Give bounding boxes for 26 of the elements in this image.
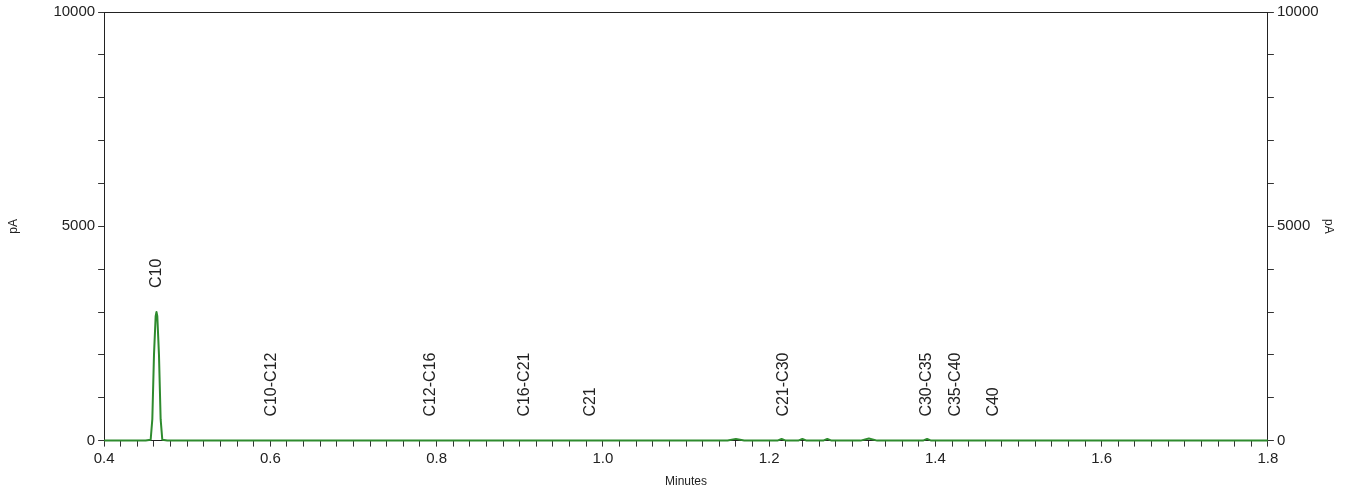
x-tick-label: 1.6	[1091, 448, 1113, 466]
y-axis-title: pA	[5, 218, 20, 234]
x-tick-label: 0.4	[93, 448, 115, 466]
annotation: C21	[580, 387, 598, 417]
y2-tick-label: 0	[1276, 430, 1286, 448]
annotation: C12-C16	[421, 352, 439, 417]
annotation: C10	[146, 258, 164, 289]
x-tick-label: 1.0	[592, 448, 614, 466]
annotation: C30-C35	[916, 352, 934, 417]
annotation: C21-C30	[774, 352, 792, 417]
annotation: C35-C40	[945, 352, 963, 417]
y2-tick-label: 10000	[1276, 2, 1319, 20]
y2-tick-label: 5000	[1276, 216, 1311, 234]
y-tick-label: 5000	[61, 216, 96, 234]
x-tick-label: 1.2	[758, 448, 780, 466]
x-axis-title: Minutes	[664, 474, 708, 489]
x-tick-label: 0.8	[426, 448, 448, 466]
y-tick-label: 10000	[53, 2, 96, 20]
x-tick-label: 0.6	[259, 448, 281, 466]
annotation: C16-C21	[515, 352, 533, 417]
y2-axis-title: pA	[1322, 218, 1337, 234]
x-tick-label: 1.4	[924, 448, 946, 466]
y-tick-label: 0	[86, 430, 96, 448]
annotation: C10-C12	[261, 352, 279, 417]
annotation: C40	[983, 387, 1001, 417]
x-tick-label: 1.8	[1257, 448, 1279, 466]
